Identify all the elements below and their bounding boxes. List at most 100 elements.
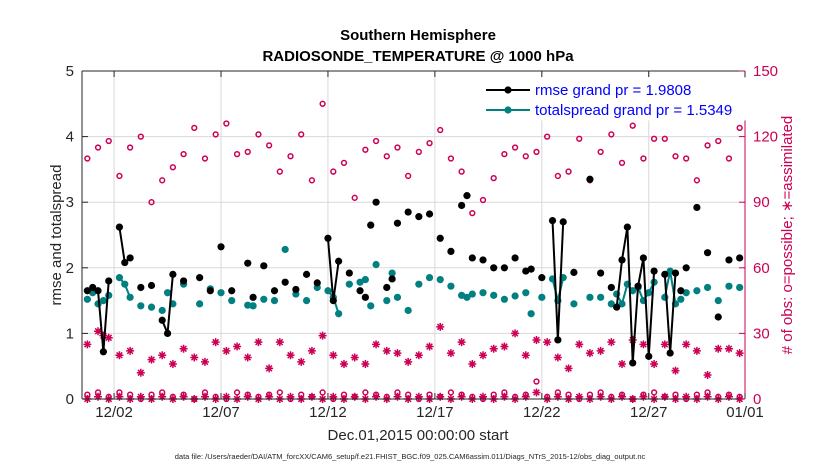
rmse-marker xyxy=(404,208,412,216)
rmse-marker xyxy=(570,268,578,276)
obs-assimilated-marker xyxy=(115,392,124,401)
spread-marker xyxy=(393,293,402,301)
rmse-marker xyxy=(83,287,91,295)
spread-marker xyxy=(511,292,519,300)
obs-possible-marker xyxy=(597,148,604,156)
obs-possible-marker xyxy=(629,122,636,129)
spread-marker xyxy=(522,289,530,297)
obs-possible-marker xyxy=(340,159,348,166)
obs-possible-marker xyxy=(223,120,230,127)
spread-marker xyxy=(425,274,434,282)
obs-possible-marker xyxy=(265,142,273,149)
obs-possible-marker xyxy=(725,155,733,162)
obs-assimilated-marker xyxy=(425,342,434,351)
obs-assimilated-marker xyxy=(457,392,466,401)
obs-assimilated-marker xyxy=(714,344,723,353)
spread-marker xyxy=(415,280,423,288)
obs-possible-marker xyxy=(522,153,529,160)
rmse-marker xyxy=(634,282,642,290)
obs-assimilated-marker xyxy=(297,357,306,366)
obs-possible-marker xyxy=(351,194,358,201)
rmse-marker xyxy=(645,352,653,360)
x-tick-label: 12/12 xyxy=(309,404,347,421)
obs-assimilated-marker xyxy=(596,392,605,401)
chart-subtitle: RADIOSONDE_TEMPERATURE @ 1000 hPa xyxy=(262,48,574,65)
obs-assimilated-marker xyxy=(618,392,627,401)
rmse-marker xyxy=(463,192,471,200)
obs-assimilated-marker xyxy=(136,392,145,401)
obs-possible-marker xyxy=(319,389,326,396)
obs-assimilated-marker xyxy=(500,342,509,351)
obs-possible-marker xyxy=(191,124,198,132)
obs-assimilated-marker xyxy=(382,346,391,355)
obs-possible-marker xyxy=(554,172,562,180)
spread-marker xyxy=(137,302,145,310)
rmse-marker xyxy=(292,285,300,294)
obs-possible-marker xyxy=(255,131,262,138)
obs-assimilated-marker xyxy=(414,351,423,360)
rmse-marker xyxy=(425,210,434,218)
rmse-marker xyxy=(89,283,97,292)
obs-possible-marker xyxy=(126,144,134,151)
rmse-marker xyxy=(693,203,701,212)
obs-possible-marker xyxy=(415,148,422,156)
obs-assimilated-marker xyxy=(179,392,188,401)
obs-possible-marker xyxy=(650,389,658,396)
rmse-marker xyxy=(527,265,535,273)
obs-possible-marker xyxy=(544,133,551,140)
spread-marker xyxy=(121,280,129,288)
obs-assimilated-marker xyxy=(511,329,520,338)
spread-marker xyxy=(163,289,172,297)
obs-assimilated-marker xyxy=(489,344,498,353)
rmse-marker xyxy=(126,254,134,262)
rmse-marker xyxy=(115,223,124,231)
plot-area xyxy=(82,70,745,403)
rmse-marker xyxy=(206,287,214,295)
obs-possible-marker xyxy=(180,150,187,158)
rmse-marker xyxy=(623,223,631,231)
obs-possible-marker xyxy=(650,135,658,142)
obs-possible-marker xyxy=(672,153,679,160)
obs-possible-marker xyxy=(618,159,626,166)
obs-assimilated-marker xyxy=(307,346,316,355)
obs-possible-marker xyxy=(501,150,508,158)
y-right-tick-label: 60 xyxy=(753,260,770,277)
legend-rmse-marker xyxy=(504,86,512,94)
rmse-marker xyxy=(714,313,722,321)
rmse-marker xyxy=(158,316,166,324)
obs-assimilated-marker xyxy=(479,392,488,401)
chart-title: Southern Hemisphere xyxy=(340,27,496,44)
rmse-marker xyxy=(613,303,621,311)
obs-assimilated-marker xyxy=(532,335,541,344)
spread-marker xyxy=(356,278,364,286)
rmse-marker xyxy=(639,254,648,262)
obs-assimilated-marker xyxy=(83,340,92,349)
obs-assimilated-marker xyxy=(350,353,359,362)
obs-possible-marker xyxy=(661,135,668,142)
obs-possible-marker xyxy=(372,137,380,145)
rmse-marker xyxy=(479,256,487,264)
rmse-marker xyxy=(345,269,353,277)
rmse-marker xyxy=(324,234,332,242)
obs-assimilated-marker xyxy=(735,349,744,358)
obs-assimilated-marker xyxy=(222,392,231,401)
spread-marker xyxy=(586,293,594,301)
obs-possible-marker xyxy=(533,378,540,385)
spread-marker xyxy=(324,287,332,295)
obs-assimilated-marker xyxy=(703,370,712,379)
obs-assimilated-marker xyxy=(233,342,242,351)
spread-marker xyxy=(158,306,166,315)
legend-spread-marker xyxy=(504,106,512,114)
obs-assimilated-marker xyxy=(115,351,124,360)
rmse-marker xyxy=(244,259,252,267)
spread-marker xyxy=(736,283,744,292)
rmse-marker xyxy=(458,201,466,210)
x-tick-label: 12/02 xyxy=(95,404,133,421)
spread-marker xyxy=(99,297,107,305)
y-right-tick-label: 30 xyxy=(753,325,770,342)
rmse-marker xyxy=(372,198,380,206)
obs-assimilated-marker xyxy=(521,392,530,401)
spread-marker xyxy=(607,300,615,308)
obs-assimilated-marker xyxy=(585,349,594,358)
rmse-marker xyxy=(607,283,615,292)
